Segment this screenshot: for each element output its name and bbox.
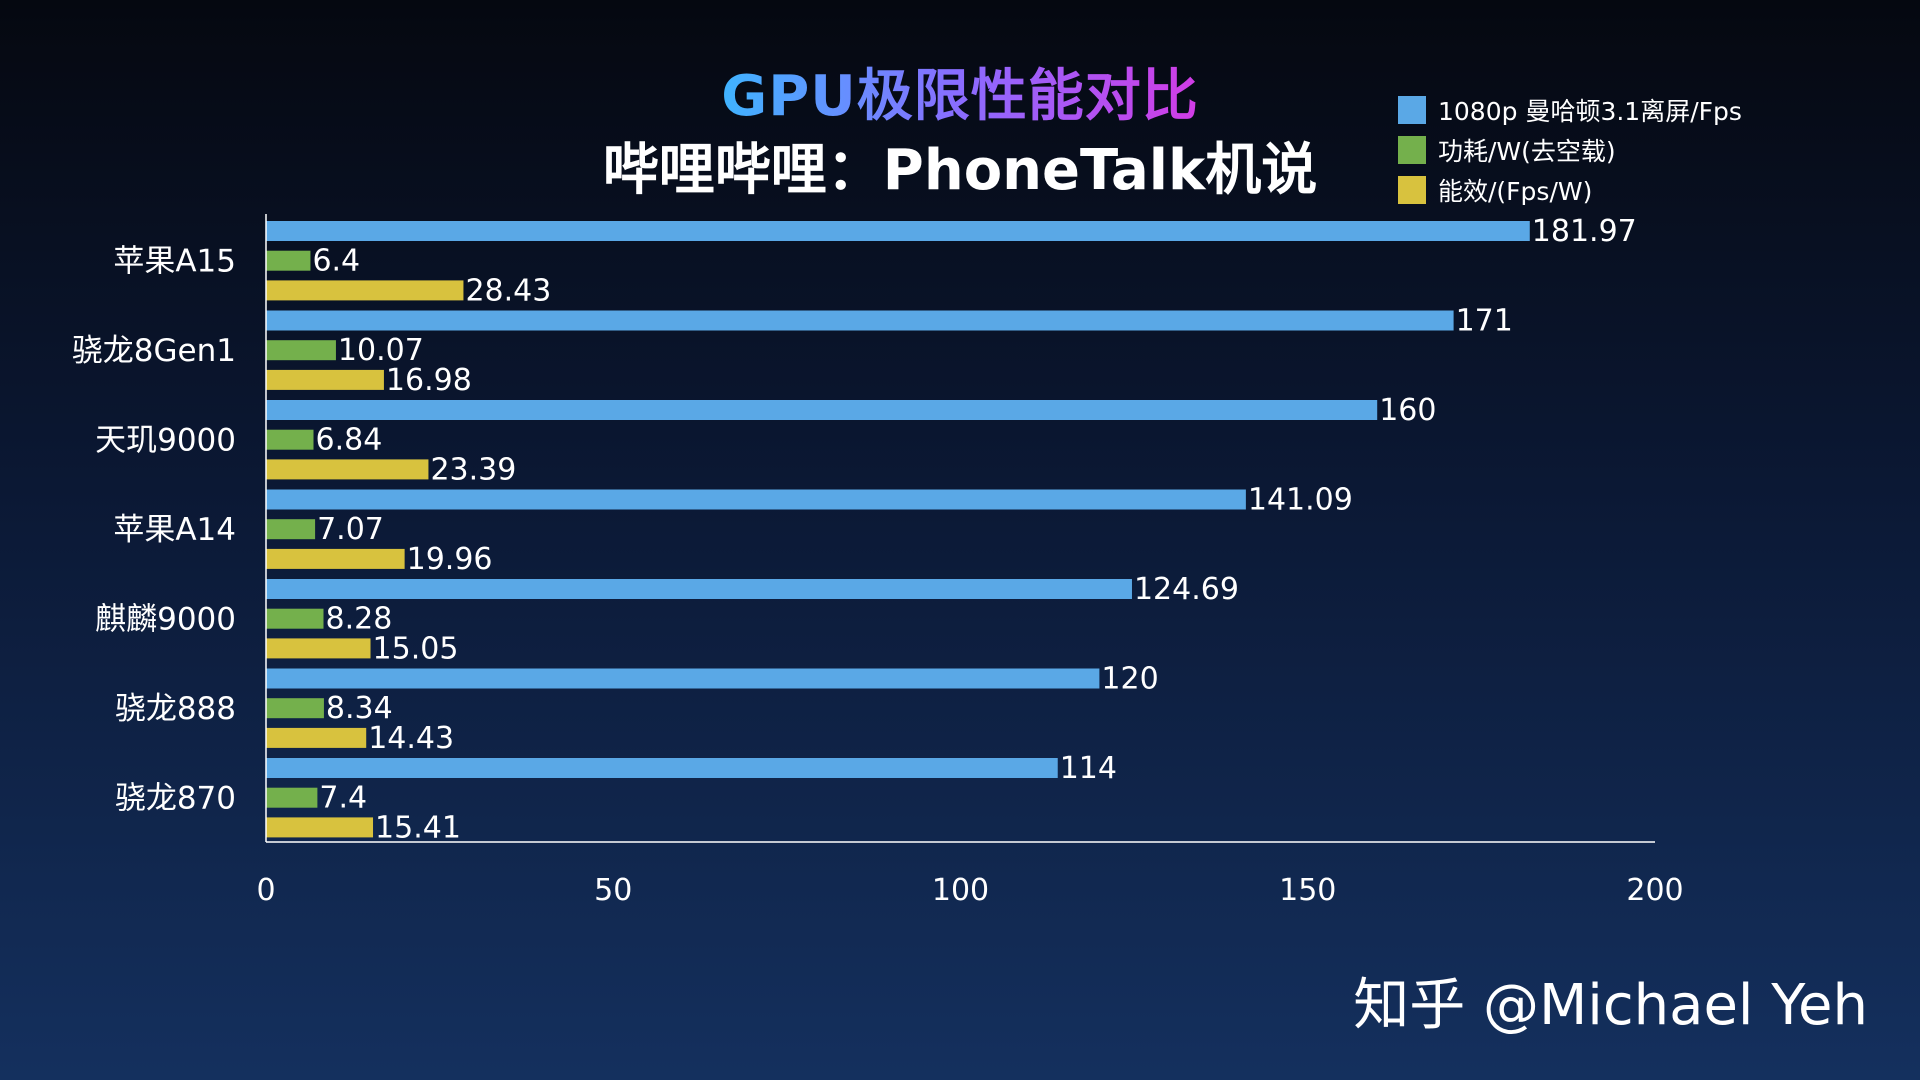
bar-1-series-3	[266, 280, 464, 301]
value-label-5-series-1: 124.69	[1134, 572, 1239, 607]
value-label-3-series-2: 6.84	[316, 423, 383, 458]
value-label-5-series-3: 15.05	[373, 631, 459, 666]
legend-swatch-efficiency	[1398, 176, 1426, 204]
legend-swatch-fps	[1398, 96, 1426, 124]
bar-7-series-1	[266, 758, 1058, 778]
value-label-4-series-1: 141.09	[1248, 483, 1353, 518]
bar-5-series-1	[266, 579, 1132, 599]
watermark: 知乎 @Michael Yeh	[1353, 973, 1868, 1038]
chart-title: GPU极限性能对比	[721, 64, 1199, 129]
legend-item-fps: 1080p 曼哈顿3.1离屏/Fps	[1398, 96, 1742, 126]
bar-2-series-3	[266, 369, 384, 390]
value-label-7-series-3: 15.41	[375, 810, 461, 845]
legend-item-efficiency: 能效/(Fps/W)	[1398, 176, 1742, 206]
value-label-6-series-1: 120	[1101, 662, 1158, 697]
bar-1-series-2	[266, 250, 311, 271]
value-label-1-series-1: 181.97	[1532, 214, 1637, 249]
value-label-4-series-3: 19.96	[407, 542, 493, 577]
legend-label-power: 功耗/W(去空载)	[1438, 137, 1616, 166]
value-label-2-series-1: 171	[1456, 304, 1513, 339]
value-label-1-series-2: 6.4	[312, 244, 360, 279]
bar-3-series-2	[266, 429, 314, 450]
x-tick-label-200: 200	[1626, 873, 1683, 908]
category-label-6: 骁龙888	[115, 691, 236, 727]
value-label-1-series-3: 28.43	[465, 273, 551, 308]
value-label-7-series-2: 7.4	[319, 781, 367, 816]
legend-label-efficiency: 能效/(Fps/W)	[1438, 177, 1593, 206]
bar-6-series-1	[266, 668, 1100, 689]
bar-6-series-2	[266, 698, 324, 719]
bar-4-series-1	[266, 489, 1246, 510]
x-tick-label-0: 0	[256, 873, 275, 908]
x-tick-label-50: 50	[594, 873, 632, 908]
bar-6-series-3	[266, 727, 367, 748]
bar-1-series-1	[266, 221, 1530, 241]
value-label-3-series-3: 23.39	[430, 452, 516, 487]
x-tick-label-150: 150	[1279, 873, 1336, 908]
category-label-1: 苹果A15	[113, 244, 236, 280]
bar-5-series-3	[266, 638, 371, 659]
x-tick-label-100: 100	[932, 873, 989, 908]
chart-subtitle: 哔哩哔哩：PhoneTalk机说	[602, 138, 1318, 203]
bar-5-series-2	[266, 608, 324, 629]
value-label-6-series-2: 8.34	[326, 691, 393, 726]
bar-7-series-2	[266, 787, 318, 808]
category-label-5: 麒麟9000	[95, 602, 236, 638]
category-label-3: 天玑9000	[95, 423, 236, 459]
bar-4-series-2	[266, 519, 316, 540]
category-label-2: 骁龙8Gen1	[72, 333, 236, 369]
category-label-7: 骁龙870	[115, 781, 236, 817]
bar-4-series-3	[266, 548, 405, 569]
value-label-5-series-2: 8.28	[326, 602, 393, 637]
value-label-4-series-2: 7.07	[317, 512, 384, 547]
bar-3-series-1	[266, 400, 1378, 420]
bar-7-series-3	[266, 817, 374, 838]
legend-label-fps: 1080p 曼哈顿3.1离屏/Fps	[1438, 97, 1742, 126]
bar-3-series-3	[266, 459, 429, 480]
value-label-3-series-1: 160	[1379, 393, 1436, 428]
category-label-4: 苹果A14	[113, 512, 236, 548]
value-label-7-series-1: 114	[1060, 751, 1117, 786]
legend: 1080p 曼哈顿3.1离屏/Fps 功耗/W(去空载) 能效/(Fps/W)	[1398, 96, 1742, 216]
value-label-2-series-3: 16.98	[386, 363, 472, 398]
value-label-2-series-2: 10.07	[338, 333, 424, 368]
bar-2-series-1	[266, 310, 1454, 331]
legend-item-power: 功耗/W(去空载)	[1398, 136, 1742, 166]
bar-2-series-2	[266, 340, 336, 361]
legend-swatch-power	[1398, 136, 1426, 164]
value-label-6-series-3: 14.43	[368, 721, 454, 756]
